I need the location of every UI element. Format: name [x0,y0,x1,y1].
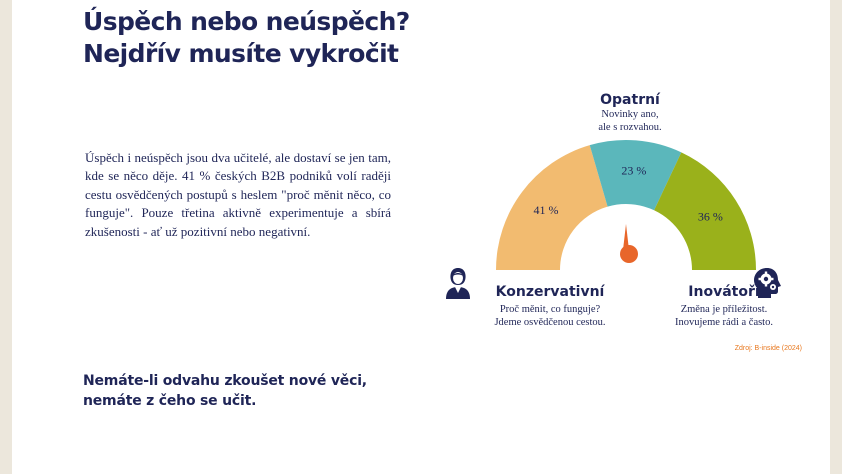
category-desc-line: Proč měnit, co funguje? [499,304,601,315]
title-line: Úspěch nebo neúspěch? [83,7,410,36]
gauge-value-label: 36 % [698,209,723,223]
category-desc-line: Změna je příležitost. [680,304,768,315]
category-title: Inovátoři [688,284,760,300]
gauge-slice-1 [589,139,682,211]
tagline-line: nemáte z čeho se učit. [83,393,257,409]
category-desc: Novinky ano, ale s rozvahou. [570,109,690,134]
category-desc: Proč měnit, co funguje? Jdeme osvědčenou… [470,304,630,329]
body-text: Úspěch i neúspěch jsou dva učitelé, ale … [85,150,391,239]
category-title: Opatrní [600,92,660,108]
gauge-value-label: 41 % [534,203,559,217]
gauge-needle-hub [620,245,638,263]
tagline-line: Nemáte-li odvahu zkoušet nové věci, [83,373,367,389]
tagline: Nemáte-li odvahu zkoušet nové věci, nemá… [83,371,367,411]
title-line: Nejdřív musíte vykročit [83,39,399,68]
category-title: Konzervativní [495,284,605,300]
chart-source: Zdroj: B-inside (2024) [734,345,802,352]
gauge-value-label: 23 % [621,163,646,177]
category-desc-line: Jdeme osvědčenou cestou. [494,316,606,328]
category-desc-line: Novinky ano, [601,109,659,120]
category-desc-line: ale s rozvahou. [598,121,662,133]
gauge-needle [623,224,629,250]
head-gear-icon [754,268,781,298]
category-konzervativni: Konzervativní Proč měnit, co funguje? Jd… [470,284,630,329]
category-opatrni: Opatrní Novinky ano, ale s rozvahou. [570,92,690,134]
gauge-slice-2 [654,152,756,270]
category-inovatori: Inovátoři Změna je příležitost. Inovujem… [654,284,794,329]
category-desc-line: Inovujeme rádi a často. [675,316,773,328]
slide-title: Úspěch nebo neúspěch? Nejdřív musíte vyk… [83,6,410,70]
category-desc: Změna je příležitost. Inovujeme rádi a č… [654,304,794,329]
person-icon [446,268,470,299]
gauge-slice-0 [496,145,608,270]
